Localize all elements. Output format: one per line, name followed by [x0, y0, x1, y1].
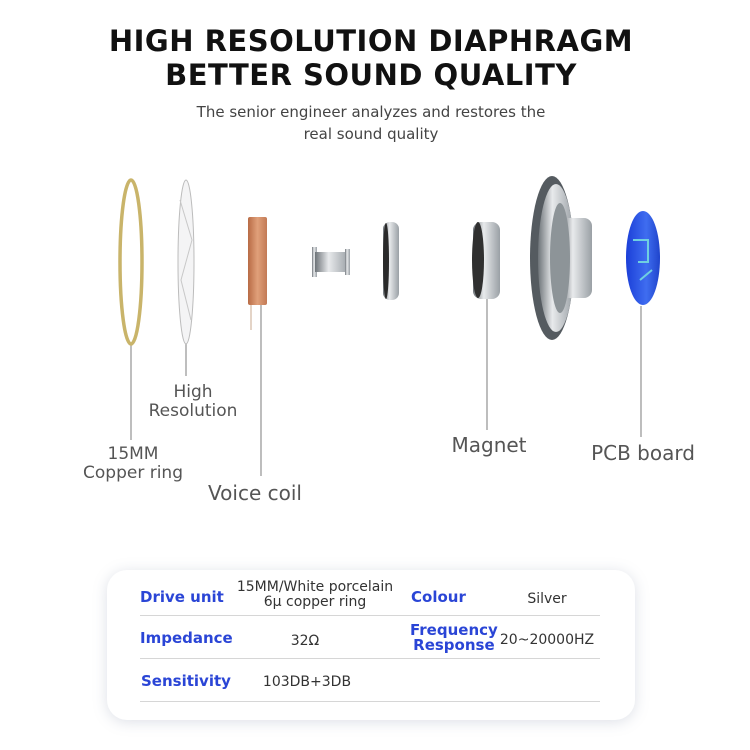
label-line: Copper ring: [83, 463, 183, 483]
spec-value-sensitivity: 103DB+3DB: [262, 674, 352, 690]
spec-value-frequency-response: 20~20000HZ: [499, 632, 595, 648]
label-copper-ring: 15MM Copper ring: [83, 445, 183, 483]
spec-label-impedance: Impedance: [140, 629, 233, 647]
leader-lines: [130, 298, 642, 476]
label-line: High: [173, 382, 213, 402]
row-divider: [140, 615, 600, 616]
label-magnet: Magnet: [451, 433, 527, 457]
label-line: 15MM: [107, 444, 159, 464]
spec-value-colour: Silver: [527, 591, 567, 607]
magnet-part: [472, 222, 500, 299]
value-line: 6μ copper ring: [263, 594, 367, 610]
label-high-resolution: High Resolution: [149, 383, 238, 421]
spec-card: Drive unit 15MM/White porcelain 6μ coppe…: [107, 570, 635, 720]
spec-label-colour: Colour: [411, 588, 466, 606]
row-divider: [140, 701, 600, 702]
row-divider: [140, 658, 600, 659]
copper-ring-part: [118, 178, 144, 346]
label-line: Frequency: [410, 621, 498, 639]
exploded-driver-illustration: [118, 176, 660, 476]
value-line: 15MM/White porcelain: [236, 579, 394, 595]
washer-part: [383, 222, 399, 300]
diaphragm-part: [177, 179, 195, 345]
spec-value-impedance: 32Ω: [290, 633, 320, 649]
subtitle-line-1: The senior engineer analyzes and restore…: [196, 103, 546, 121]
label-voice-coil: Voice coil: [208, 481, 302, 505]
label-line: Resolution: [148, 401, 238, 421]
housing-part: [530, 176, 592, 340]
spec-label-drive-unit: Drive unit: [140, 588, 224, 606]
subtitle-line-2: real sound quality: [303, 125, 439, 143]
title-line-2: BETTER SOUND QUALITY: [165, 58, 577, 92]
label-pcb-board: PCB board: [591, 441, 695, 465]
pcb-part: [626, 211, 660, 305]
spec-label-frequency-response: Frequency Response: [410, 623, 498, 653]
pin-part: [312, 247, 350, 277]
voice-coil-part: [248, 217, 267, 330]
spec-label-sensitivity: Sensitivity: [141, 672, 231, 690]
spec-value-drive-unit: 15MM/White porcelain 6μ copper ring: [237, 580, 393, 610]
title-line-1: HIGH RESOLUTION DIAPHRAGM: [108, 24, 634, 58]
label-line: Response: [413, 636, 495, 654]
